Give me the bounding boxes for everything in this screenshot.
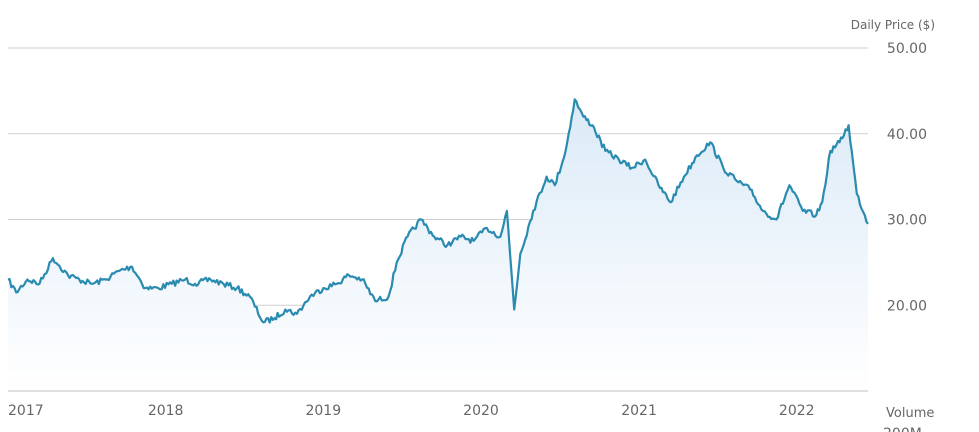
price-line [7,98,869,324]
y-axis-label: Daily Price ($) [851,18,935,32]
price-area [8,99,868,392]
y-tick-label: 20.00 [887,298,927,314]
y-tick-label: 30.00 [887,213,927,229]
y-tick-labels: 20.00 30.00 40.00 50.00 [887,41,927,314]
x-tick-label: 2019 [305,403,341,419]
volume-label: Volume [886,406,934,421]
y-tick-label: 40.00 [887,127,927,143]
x-tick-label: 2020 [463,403,499,419]
volume-tick-partial: 200M [883,426,922,432]
x-tick-label: 2021 [621,403,657,419]
x-tick-label: 2017 [8,403,44,419]
x-tick-label: 2018 [148,403,184,419]
x-tick-label: 2022 [779,403,815,419]
x-tick-labels: 2017 2018 2019 2020 2021 2022 [8,403,815,419]
y-tick-label: 50.00 [887,41,927,57]
